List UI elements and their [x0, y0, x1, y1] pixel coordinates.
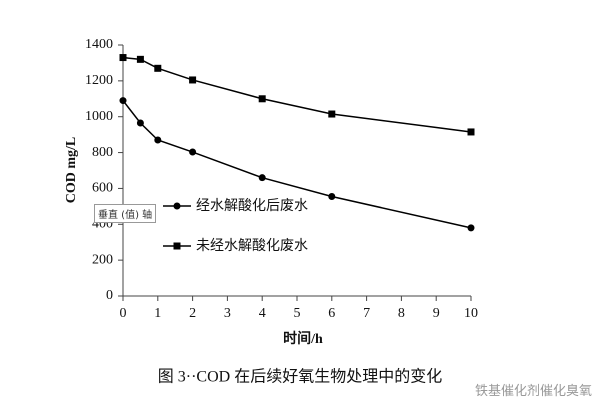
- x-tick-label: 6: [328, 306, 335, 321]
- x-tick-label: 5: [294, 306, 301, 321]
- legend-marker: [173, 242, 181, 250]
- x-tick-label: 3: [224, 306, 231, 321]
- x-tick-label: 7: [363, 306, 370, 321]
- marker: [189, 76, 197, 84]
- x-tick-label: 8: [398, 306, 405, 321]
- legend-label: 未经水解酸化废水: [196, 238, 308, 254]
- marker: [258, 95, 266, 103]
- marker: [467, 128, 475, 136]
- y-tick-label: 0: [106, 288, 113, 303]
- marker: [119, 97, 127, 105]
- x-tick-label: 9: [433, 306, 440, 321]
- x-tick-label: 0: [120, 306, 127, 321]
- y-tick-label: 600: [92, 181, 113, 196]
- marker: [258, 174, 266, 182]
- marker: [328, 192, 336, 200]
- marker: [119, 54, 127, 62]
- series-line: [122, 56, 472, 133]
- y-tick-label: 800: [92, 145, 113, 160]
- marker: [136, 55, 144, 63]
- x-tick-label: 1: [154, 306, 161, 321]
- marker: [154, 64, 162, 72]
- tooltip: 垂直 (值) 轴: [94, 204, 157, 223]
- marker: [154, 136, 162, 144]
- x-axis-label: 时间/h: [283, 330, 323, 347]
- chart-title: 图 3··COD 在后续好氧生物处理中的变化: [158, 368, 442, 386]
- y-tick-label: 1200: [85, 73, 113, 88]
- legend-label: 经水解酸化后废水: [196, 198, 308, 214]
- legend-marker: [173, 202, 181, 210]
- y-axis-label: COD mg/L: [64, 137, 79, 204]
- x-tick-label: 2: [189, 306, 196, 321]
- x-tick-label: 10: [464, 306, 478, 321]
- marker: [189, 148, 197, 156]
- marker: [467, 224, 475, 232]
- marker: [136, 119, 144, 127]
- x-tick-label: 4: [259, 306, 266, 321]
- watermark: 铁基催化剂催化臭氧: [474, 384, 592, 399]
- y-tick-label: 1000: [85, 109, 113, 124]
- y-tick-label: 200: [92, 252, 113, 267]
- marker: [328, 110, 336, 118]
- y-tick-label: 1400: [85, 37, 113, 52]
